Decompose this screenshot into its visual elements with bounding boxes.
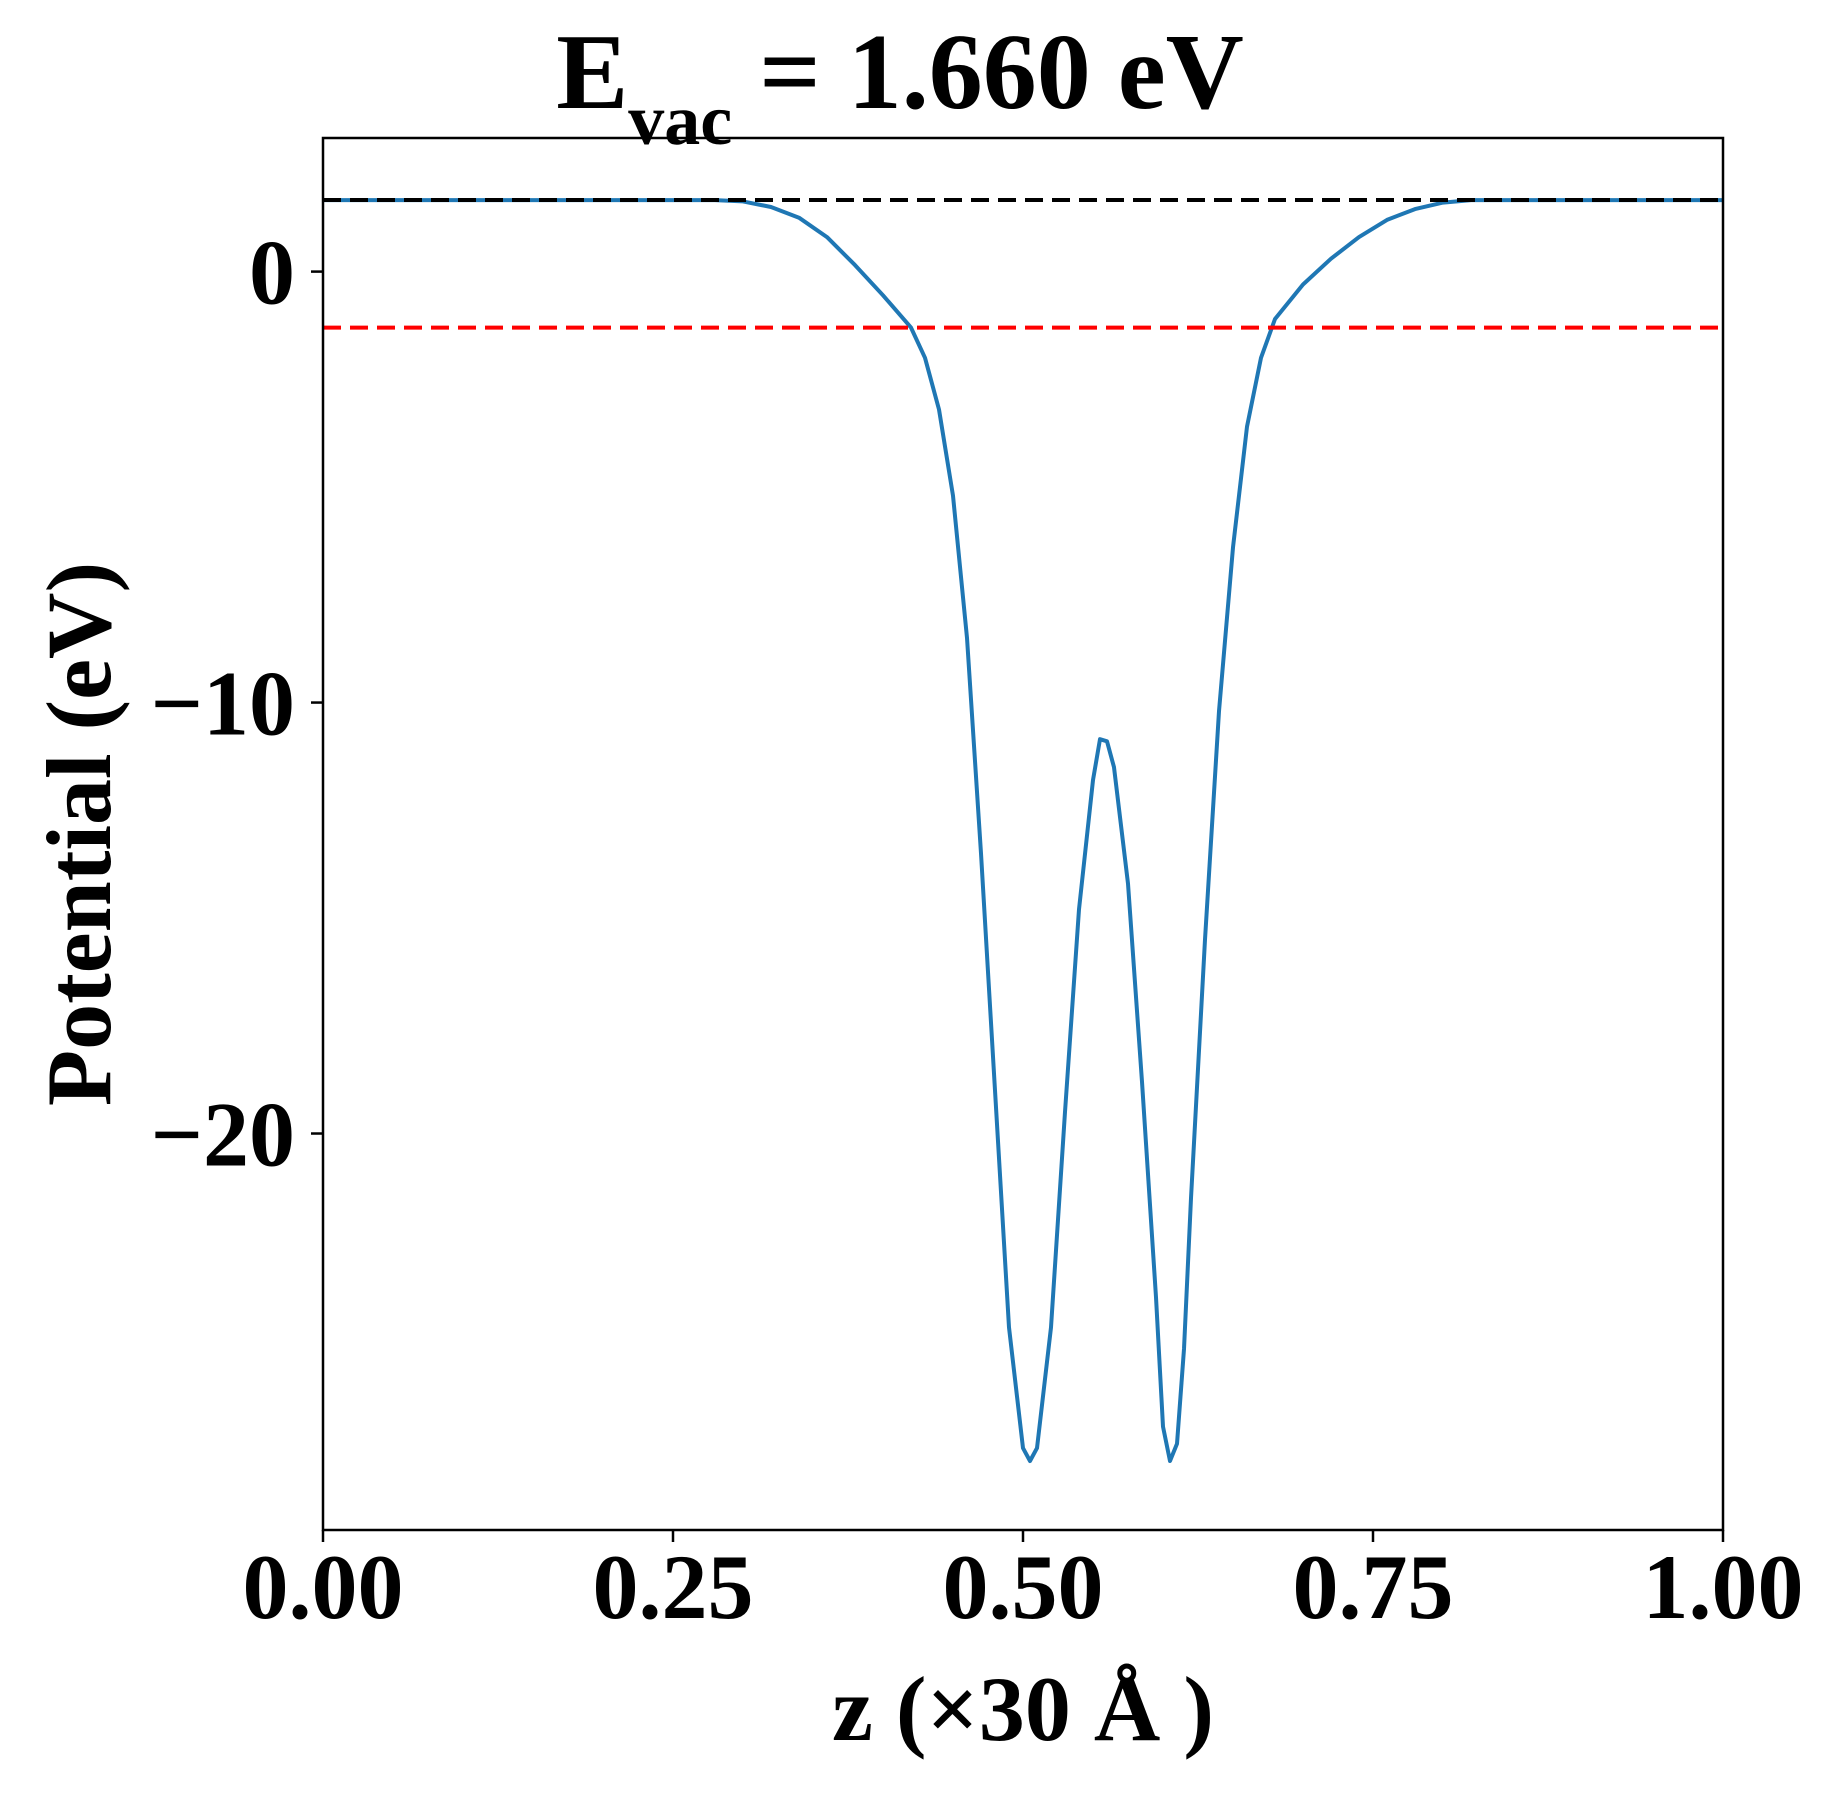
x-tick-label: 1.00 — [1643, 1536, 1804, 1638]
axes-frame — [321, 136, 1725, 1532]
y-tick-label: −10 — [151, 653, 295, 755]
chart-title-rest: = 1.660 eV — [732, 13, 1243, 132]
tick-layer: 0.00 0.25 0.50 0.75 1.00 0 −10 −20 — [151, 222, 1804, 1638]
potential-curve — [323, 198, 1723, 1463]
x-tick-label: 0.50 — [943, 1536, 1104, 1638]
y-tick-label: −20 — [151, 1084, 295, 1186]
chart-title-main: E — [556, 13, 628, 132]
chart-title: Evac = 1.660 eV — [556, 13, 1244, 160]
series-layer — [323, 198, 1723, 1463]
y-tick-label: 0 — [249, 222, 295, 324]
chart-title-subscript: vac — [628, 80, 732, 160]
x-axis-label: z (×30 Å ) — [832, 1658, 1214, 1760]
plot-area: 0.00 0.25 0.50 0.75 1.00 0 −10 −20 — [151, 136, 1804, 1638]
y-axis-label: Potential (eV) — [28, 562, 130, 1106]
x-tick-label: 0.25 — [593, 1536, 754, 1638]
x-tick-label: 0.00 — [243, 1536, 404, 1638]
x-tick-label: 0.75 — [1293, 1536, 1454, 1638]
